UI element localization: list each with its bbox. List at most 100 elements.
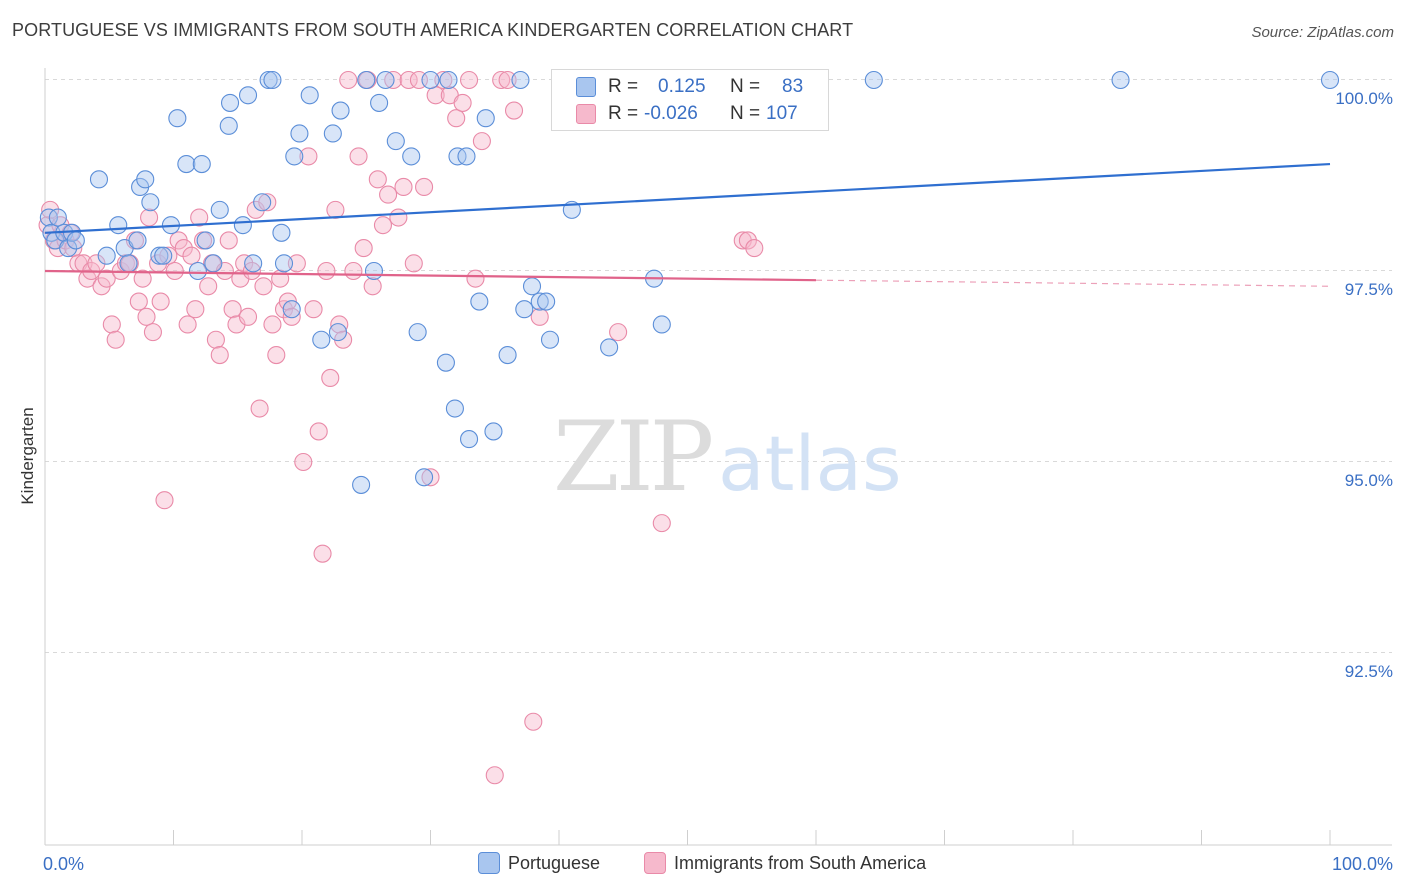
x-tick-label-max: 100.0%	[1332, 854, 1393, 874]
data-point-immigrants	[459, 70, 479, 90]
data-point-immigrants	[299, 147, 318, 166]
data-point-portuguese	[386, 132, 405, 151]
data-point-immigrants	[223, 300, 242, 319]
data-point-portuguese	[312, 330, 331, 349]
bottom-legend-portuguese: Portuguese	[478, 852, 600, 878]
data-point-portuguese	[1320, 70, 1340, 90]
data-point-portuguese	[328, 323, 348, 342]
data-point-portuguese	[530, 292, 549, 311]
data-point-portuguese	[150, 246, 169, 265]
data-point-portuguese	[238, 86, 258, 105]
axes	[44, 68, 1392, 846]
y-tick-label: 92.5%	[1345, 662, 1393, 681]
data-point-portuguese	[498, 345, 517, 365]
data-point-immigrants	[258, 193, 277, 212]
legend-row-immigrants: R = -0.026 N = 107	[552, 101, 828, 127]
watermark-atlas: atlas	[718, 419, 902, 508]
data-point-immigrants	[210, 345, 229, 365]
data-point-immigrants	[97, 269, 116, 288]
gridlines	[45, 79, 1392, 653]
legend-swatch-blue	[576, 77, 596, 97]
data-point-portuguese	[421, 70, 440, 90]
series-immigrants-points	[38, 70, 764, 785]
data-point-portuguese	[1111, 70, 1130, 90]
data-point-portuguese	[282, 300, 301, 319]
data-point-portuguese	[600, 338, 619, 357]
data-point-portuguese	[210, 200, 229, 219]
trend-line-immigrants-dashed	[815, 279, 1331, 287]
data-point-immigrants	[41, 200, 60, 219]
data-point-portuguese	[445, 399, 464, 418]
data-point-immigrants	[190, 208, 209, 227]
data-point-immigrants	[199, 277, 218, 296]
bottom-swatch-pink	[644, 852, 666, 875]
data-point-portuguese	[285, 147, 304, 166]
data-point-immigrants	[186, 300, 205, 319]
data-point-immigrants	[384, 70, 403, 90]
data-point-immigrants	[368, 170, 387, 189]
data-point-immigrants	[287, 254, 306, 273]
data-point-immigrants	[326, 200, 345, 219]
data-point-immigrants	[294, 452, 313, 472]
data-point-immigrants	[492, 70, 511, 90]
data-point-immigrants	[524, 712, 543, 731]
legend-r-label: R =	[608, 76, 639, 97]
data-point-immigrants	[434, 70, 453, 90]
data-point-immigrants	[485, 766, 504, 785]
data-point-immigrants	[447, 109, 466, 128]
data-point-portuguese	[537, 292, 556, 311]
legend-n-label: N =	[730, 103, 761, 124]
data-point-immigrants	[339, 70, 358, 90]
data-point-immigrants	[321, 368, 340, 388]
data-point-portuguese	[402, 147, 421, 166]
data-point-portuguese	[259, 70, 278, 90]
data-point-immigrants	[143, 323, 162, 342]
data-point-immigrants	[404, 254, 423, 273]
data-point-immigrants	[182, 246, 201, 265]
data-point-immigrants	[165, 261, 184, 281]
data-point-portuguese	[331, 101, 350, 120]
data-point-immigrants	[530, 307, 549, 326]
data-point-immigrants	[242, 261, 261, 281]
data-point-portuguese	[457, 147, 476, 166]
data-point-portuguese	[476, 109, 495, 128]
data-point-portuguese	[192, 154, 211, 174]
data-point-portuguese	[141, 193, 160, 212]
data-point-immigrants	[738, 231, 757, 250]
data-point-immigrants	[373, 216, 393, 235]
legend-n-value: 107	[766, 103, 798, 124]
data-point-portuguese	[439, 70, 458, 90]
data-point-portuguese	[652, 315, 671, 334]
data-point-immigrants	[453, 93, 472, 112]
data-point-portuguese	[244, 254, 263, 273]
data-point-immigrants	[652, 514, 671, 533]
correlation-legend: R = 0.125 N = 83 R = -0.026 N = 107	[551, 69, 829, 131]
data-point-portuguese	[364, 261, 384, 281]
data-point-portuguese	[300, 86, 319, 105]
data-point-portuguese	[233, 216, 252, 235]
data-point-portuguese	[196, 231, 215, 250]
data-point-portuguese	[59, 239, 78, 258]
bottom-swatch-blue	[478, 852, 500, 875]
data-point-portuguese	[459, 430, 479, 449]
y-tick-label: 100.0%	[1335, 89, 1393, 108]
data-point-portuguese	[97, 246, 116, 265]
data-point-immigrants	[282, 307, 301, 326]
trend-line-immigrants	[44, 269, 817, 282]
data-point-portuguese	[484, 422, 503, 441]
data-point-immigrants	[250, 399, 269, 418]
y-tick-label: 95.0%	[1345, 471, 1393, 490]
data-point-immigrants	[415, 177, 434, 197]
data-point-immigrants	[254, 277, 273, 296]
data-point-portuguese	[89, 170, 109, 189]
data-point-portuguese	[177, 154, 196, 174]
data-point-immigrants	[466, 269, 485, 288]
data-point-immigrants	[102, 315, 121, 334]
data-point-immigrants	[219, 231, 238, 250]
data-point-portuguese	[370, 93, 389, 112]
data-point-portuguese	[109, 216, 128, 235]
data-point-immigrants	[178, 315, 197, 334]
data-point-portuguese	[253, 193, 272, 212]
data-point-immigrants	[472, 132, 491, 151]
